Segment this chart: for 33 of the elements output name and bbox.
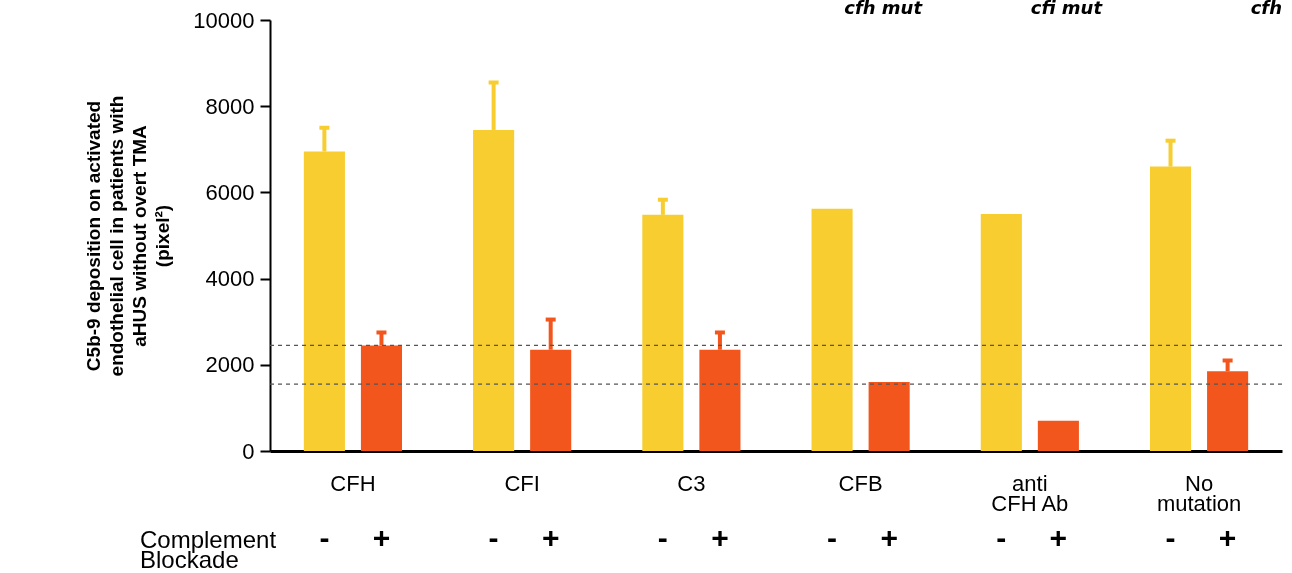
x-tick-label: CFB <box>838 470 883 496</box>
y-tick-label: 0 <box>242 438 255 464</box>
text: cfi mut <box>1030 0 1104 18</box>
y-tick-label: 6000 <box>205 179 255 205</box>
bar <box>811 208 853 451</box>
x-tick-label: No mutation <box>1156 470 1242 516</box>
x-tick-label: CFI <box>504 470 540 496</box>
y-tick-label: 8000 <box>205 93 255 119</box>
text: + <box>1049 521 1068 554</box>
text: - <box>319 521 330 554</box>
text: + <box>880 521 898 554</box>
legend-title: Complement Blockade <box>140 526 277 573</box>
bar <box>980 213 1022 451</box>
text: - <box>996 521 1007 554</box>
text: + <box>1218 521 1237 554</box>
y-axis-title: C5b-9 deposition on activated endothelial cell in patients with aHUS without overt TMA (pixel²) <box>83 95 174 377</box>
text: - <box>657 521 668 554</box>
bar <box>868 382 910 451</box>
y-tick-label: 10000 <box>193 7 255 33</box>
text: cfh mut <box>844 0 924 18</box>
text: + <box>372 521 391 554</box>
text: - <box>488 521 499 554</box>
x-tick-label: anti CFH Ab <box>991 470 1069 516</box>
y-tick-label: 2000 <box>205 352 255 378</box>
bar <box>1037 420 1079 451</box>
text: - <box>1165 521 1176 554</box>
text: - <box>827 521 838 554</box>
y-tick-label: 4000 <box>205 266 255 292</box>
text: + <box>711 521 729 554</box>
x-tick-label: C3 <box>677 470 706 496</box>
text: + <box>541 521 560 554</box>
x-tick-label: CFH <box>330 470 376 496</box>
text: cfh <box>1250 0 1282 18</box>
